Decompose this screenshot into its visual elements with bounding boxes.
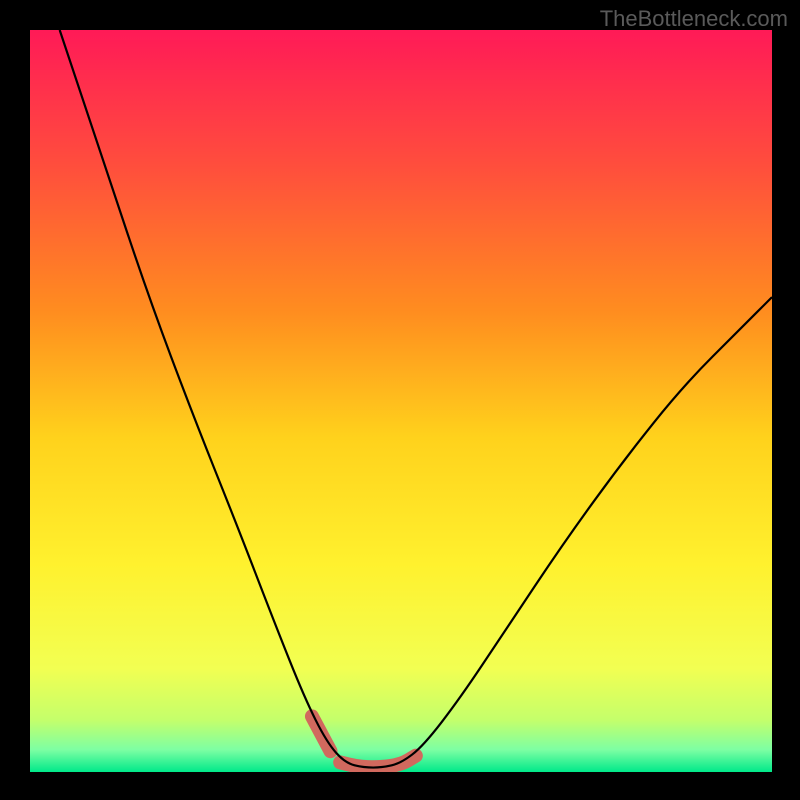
- plot-area: [30, 30, 772, 772]
- chart-svg: [30, 30, 772, 772]
- watermark-text: TheBottleneck.com: [600, 6, 788, 32]
- gradient-background: [30, 30, 772, 772]
- chart-frame: TheBottleneck.com: [0, 0, 800, 800]
